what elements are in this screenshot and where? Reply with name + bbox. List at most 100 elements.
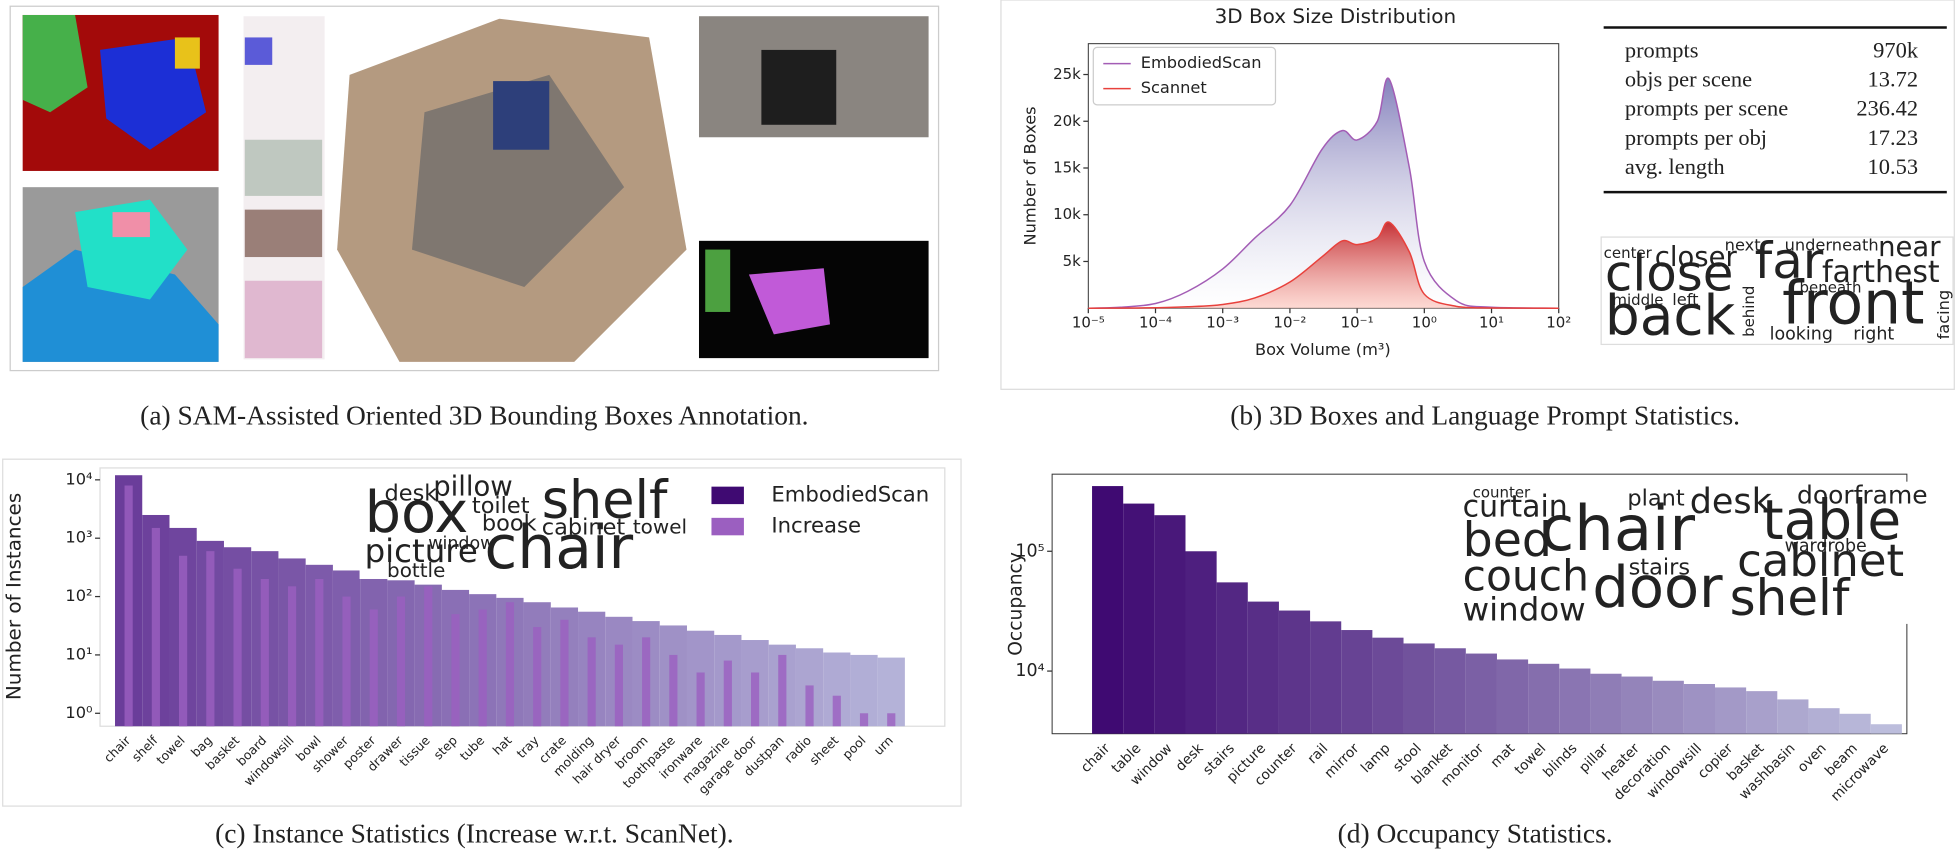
image — [244, 209, 323, 258]
bar — [1403, 643, 1435, 734]
bar — [1496, 659, 1529, 734]
bar — [1870, 724, 1902, 734]
legend-label: EmbodiedScan — [771, 482, 929, 507]
bar — [642, 637, 651, 727]
bar — [1123, 503, 1155, 734]
panel-frame — [2, 458, 962, 807]
word: doorframe — [1797, 481, 1928, 510]
word: stairs — [1629, 554, 1690, 580]
word: plant — [1627, 486, 1684, 512]
bar — [206, 551, 215, 727]
word: curtain — [1463, 489, 1568, 524]
bar — [233, 568, 242, 727]
word: box — [365, 479, 469, 546]
bar — [696, 672, 705, 727]
bar — [424, 586, 433, 727]
y-tick-label: 10⁴ — [1015, 661, 1044, 681]
legend-swatch — [711, 517, 744, 536]
density-curve — [1088, 77, 1559, 309]
bar — [1465, 653, 1497, 734]
word: facing — [1934, 290, 1953, 340]
bar — [1278, 610, 1311, 734]
word: shelf — [1730, 569, 1851, 627]
x-tick-label: chair — [101, 732, 134, 765]
x-tick-label: tissue — [396, 733, 433, 770]
word: beneath — [1800, 279, 1862, 297]
table-cell: 10.53 — [1868, 154, 1919, 179]
table-cell: 13.72 — [1868, 67, 1919, 92]
bar — [124, 485, 133, 727]
legend-label: Increase — [771, 514, 861, 539]
table-cell: 236.42 — [1856, 96, 1918, 121]
legend-label: EmbodiedScan — [1141, 53, 1262, 72]
y-tick-label: 10⁴ — [65, 469, 92, 488]
bar — [1434, 648, 1466, 734]
bar — [151, 527, 160, 727]
word: middle — [1612, 291, 1663, 309]
word: left — [1672, 290, 1698, 309]
word: desk — [1690, 482, 1773, 522]
word: towel — [633, 514, 687, 538]
bar — [723, 660, 732, 727]
word: cabinet — [542, 514, 626, 540]
table-cell: 17.23 — [1868, 125, 1919, 150]
legend-swatch — [711, 486, 744, 505]
image — [411, 74, 625, 287]
word: table — [1762, 488, 1901, 552]
word: wardrobe — [1785, 537, 1867, 557]
x-tick-label: hat — [489, 733, 514, 758]
word: front — [1782, 269, 1924, 339]
table-cell: 970k — [1873, 38, 1919, 63]
wordcloud-frame — [1600, 236, 1954, 346]
x-axis-label: Box Volume (m³) — [1255, 340, 1391, 359]
y-tick-label: 10² — [65, 586, 92, 605]
x-tick-label: towel — [153, 733, 188, 768]
word: picture — [365, 532, 478, 570]
wordcloud-frame — [359, 474, 697, 579]
bar — [805, 685, 814, 727]
word: door — [1592, 554, 1723, 621]
legend-box — [1092, 46, 1277, 106]
word: shelf — [542, 470, 669, 531]
bar — [587, 637, 596, 727]
y-tick-label: 15k — [1053, 158, 1081, 176]
bar — [1341, 630, 1373, 734]
bar — [778, 654, 787, 727]
x-tick-label: lamp — [1358, 741, 1394, 777]
word: counter — [1473, 483, 1531, 501]
word: window — [428, 534, 494, 554]
word: couch — [1463, 552, 1589, 601]
y-tick-label: 10³ — [65, 528, 92, 547]
bar — [451, 614, 460, 727]
bar — [1185, 551, 1217, 734]
x-tick-label: urn — [871, 733, 896, 758]
bar — [1216, 582, 1248, 734]
image — [761, 49, 837, 125]
image — [705, 249, 731, 312]
caption: (c) Instance Statistics (Increase w.r.t.… — [215, 818, 734, 848]
bar — [1808, 708, 1840, 734]
y-tick-label: 25k — [1053, 65, 1081, 83]
bar — [750, 672, 760, 727]
bar — [1621, 676, 1653, 734]
word: chair — [1540, 492, 1695, 565]
image — [22, 14, 88, 113]
bar — [1746, 691, 1778, 734]
image — [244, 280, 323, 359]
bar — [342, 596, 351, 727]
word: book — [482, 511, 537, 537]
bar — [1590, 673, 1622, 734]
x-tick-label: 10⁻³ — [1206, 314, 1239, 332]
image — [493, 81, 550, 150]
image — [174, 37, 200, 69]
bar — [1652, 680, 1684, 734]
x-tick-label: 10⁻⁵ — [1072, 314, 1105, 332]
bar — [1683, 683, 1715, 734]
word: looking — [1770, 324, 1833, 344]
y-axis-label: Occupancy — [1005, 552, 1026, 656]
word: center — [1604, 244, 1653, 262]
image — [112, 212, 150, 238]
bar — [369, 609, 378, 727]
caption: (a) SAM-Assisted Oriented 3D Bounding Bo… — [140, 400, 808, 430]
